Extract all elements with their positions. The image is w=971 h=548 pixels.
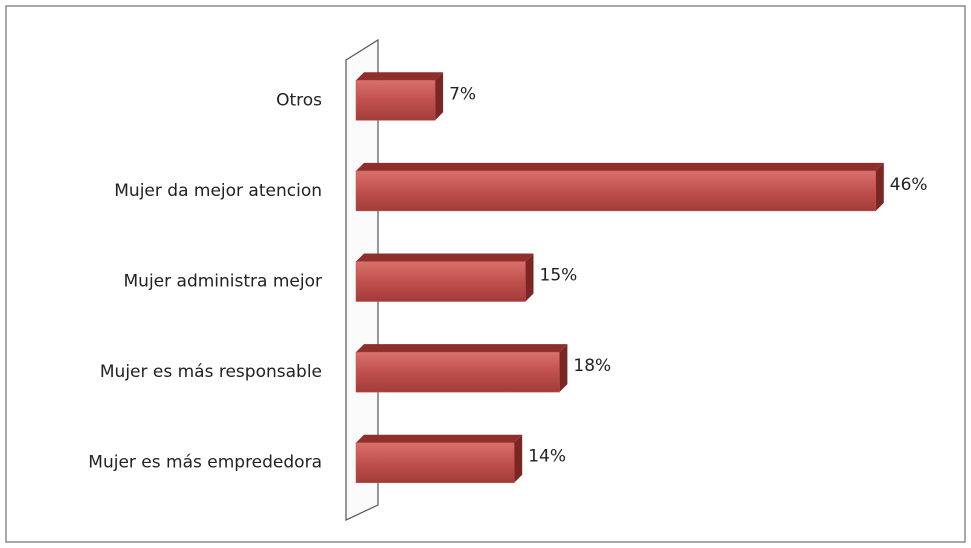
bar-side bbox=[435, 72, 444, 121]
bar-side bbox=[525, 253, 534, 302]
bar-side bbox=[514, 434, 523, 483]
bar bbox=[355, 170, 877, 212]
bar-top bbox=[356, 253, 534, 262]
bar-top bbox=[356, 344, 568, 353]
value-label: 18% bbox=[573, 356, 611, 376]
bar-top bbox=[356, 72, 444, 81]
bar bbox=[355, 261, 526, 302]
category-label: Mujer es más emprededora bbox=[88, 453, 322, 473]
bar bbox=[355, 80, 436, 121]
bar-side bbox=[559, 344, 568, 393]
value-label: 14% bbox=[528, 447, 566, 467]
bar-top bbox=[356, 162, 884, 171]
plot-area: 7% Otros 46% Mujer da mejor atencion 15% Muje… bbox=[88, 72, 928, 483]
value-label: 7% bbox=[449, 84, 476, 104]
value-label: 15% bbox=[540, 266, 578, 286]
bar bbox=[355, 351, 560, 393]
category-label: Mujer administra mejor bbox=[124, 272, 322, 292]
category-label: Otros bbox=[276, 90, 322, 110]
category-label: Mujer es más responsable bbox=[100, 362, 322, 382]
value-label: 46% bbox=[890, 175, 928, 195]
bar-top bbox=[356, 434, 523, 443]
category-label: Mujer da mejor atencion bbox=[114, 181, 322, 201]
bar-side bbox=[875, 162, 884, 211]
bar bbox=[355, 442, 515, 483]
